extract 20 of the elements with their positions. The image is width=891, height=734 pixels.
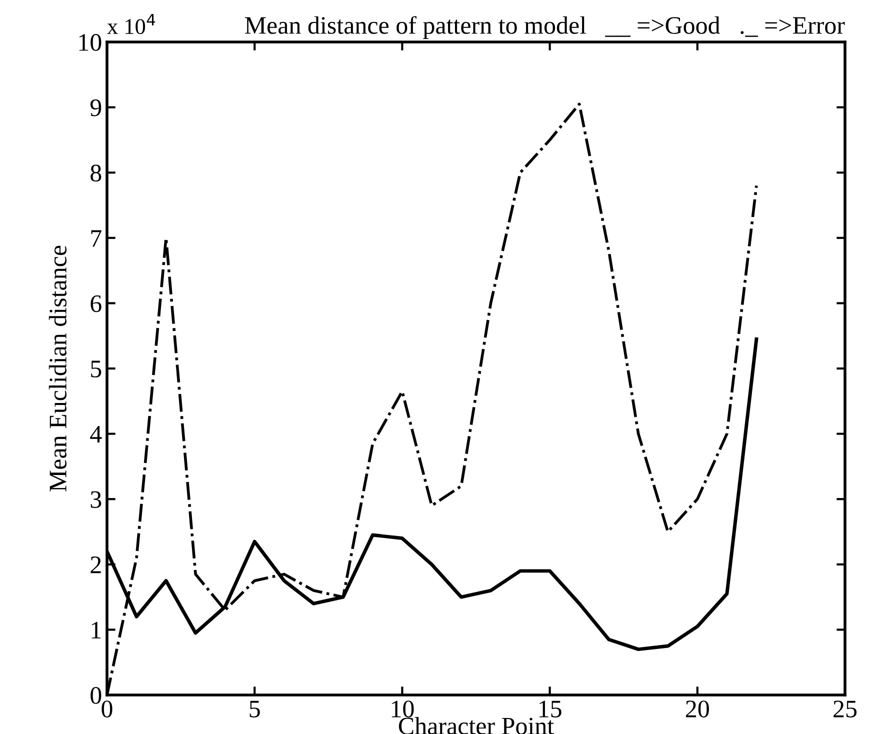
- chart-title: Mean distance of pattern to model __ =>Good ._ =>Error: [245, 16, 845, 39]
- y-tick-label: 0: [90, 687, 102, 704]
- y-tick-label: 8: [90, 164, 102, 182]
- y-tick-label: 4: [90, 426, 102, 442]
- y-tick-label: 2: [90, 556, 101, 574]
- y-tick-label: 1: [92, 622, 101, 638]
- y-tick-label: 6: [90, 295, 102, 312]
- x-tick-label: 20: [686, 700, 709, 718]
- x-tick-label: 15: [540, 700, 562, 718]
- text: x 10$^{4}$: [107, 14, 156, 34]
- y-axis-title: Mean Euclidian distance: [48, 246, 67, 492]
- y-tick-label: 3: [90, 491, 102, 508]
- y-tick-label: 10: [79, 34, 102, 51]
- x-tick-label: 25: [834, 700, 857, 718]
- x-tick-label: 0: [102, 700, 112, 718]
- x-tick-label: 5: [250, 700, 260, 718]
- x-tick-label: 10: [392, 700, 414, 718]
- y-tick-label: 7: [91, 230, 102, 247]
- y-tick-label: 5: [91, 360, 102, 378]
- y-tick-label: 9: [90, 99, 102, 116]
